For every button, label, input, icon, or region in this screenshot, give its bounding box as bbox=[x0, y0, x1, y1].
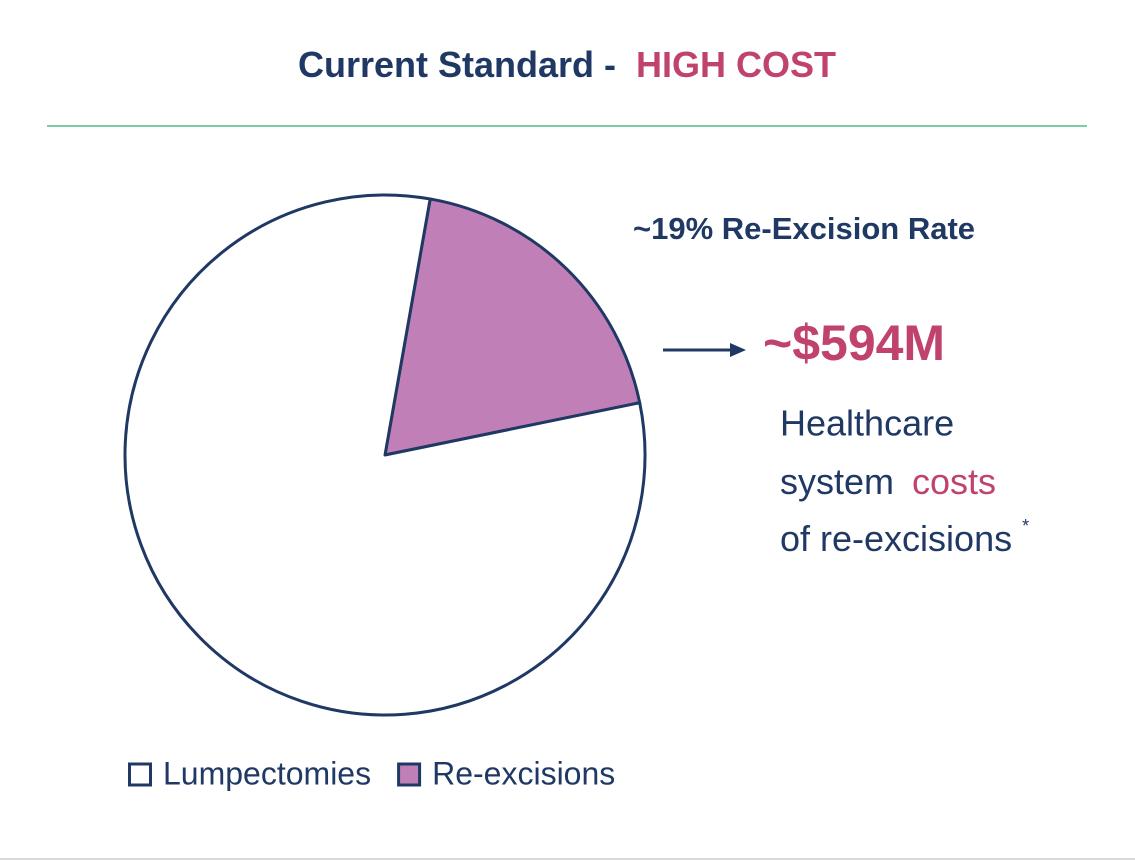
pie-slice bbox=[123, 193, 647, 717]
title: Current Standard - HIGH COST bbox=[298, 44, 836, 85]
cost-text-highlight: costs bbox=[912, 461, 996, 502]
cost-text-end: of re-excisions bbox=[780, 518, 1012, 559]
cost-value: ~$594M bbox=[763, 315, 945, 371]
cost-text-line3: of re-excisions * bbox=[780, 516, 1029, 559]
title-main: Current Standard - bbox=[298, 44, 616, 85]
cost-text-line1: Healthcare bbox=[780, 403, 954, 444]
title-highlight: HIGH COST bbox=[636, 44, 836, 85]
legend-swatch bbox=[128, 762, 152, 787]
legend-label: Lumpectomies bbox=[163, 755, 371, 791]
legend-swatch bbox=[397, 762, 422, 787]
legend: Lumpectomies Re-excisions bbox=[128, 755, 615, 791]
pie bbox=[123, 193, 647, 717]
pie-slice bbox=[383, 197, 642, 457]
cost-text-line2: system costs bbox=[780, 461, 996, 502]
rate-label: ~19% Re-Excision Rate bbox=[633, 211, 975, 246]
arrow-head bbox=[730, 343, 746, 357]
legend-label: Re-excisions bbox=[432, 755, 615, 791]
cost-text-start: system bbox=[780, 461, 894, 502]
footnote-mark: * bbox=[1022, 516, 1029, 536]
